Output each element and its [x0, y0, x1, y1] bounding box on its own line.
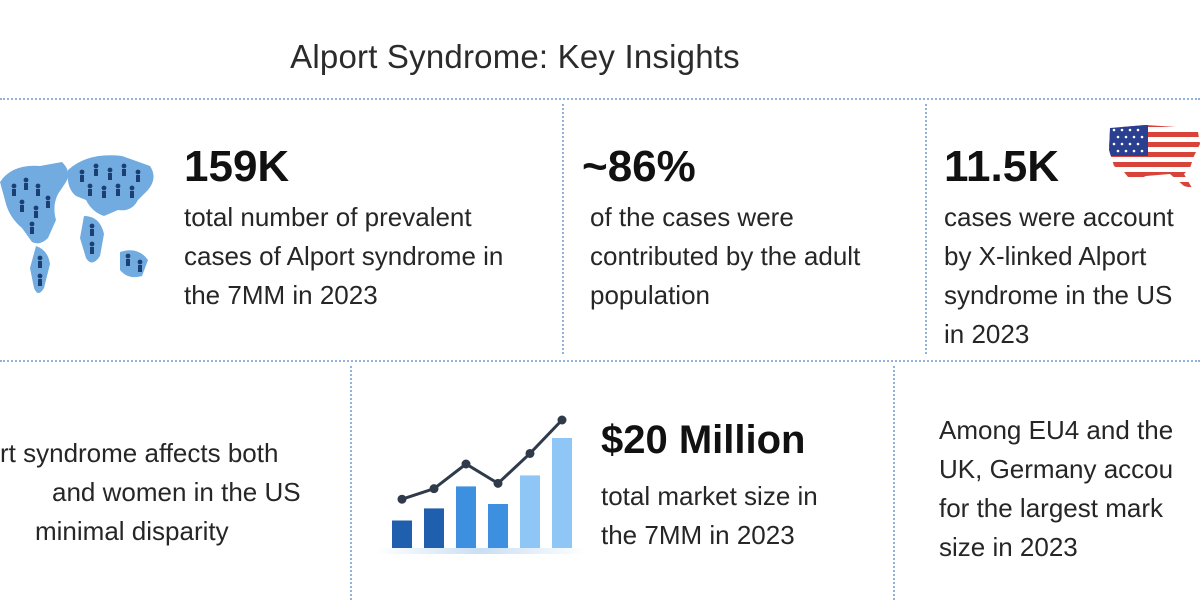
prevalent-value: 159K	[184, 142, 290, 191]
xlinked-description: cases were account by X-linked Alport sy…	[944, 198, 1174, 354]
middle-divider	[0, 360, 1200, 362]
description-line: cases were account	[944, 202, 1174, 232]
description-line: syndrome in the US	[944, 280, 1173, 310]
market-value: $20 Million	[601, 418, 806, 462]
description-line: UK, Germany accou	[939, 454, 1174, 484]
chart-bar	[520, 475, 540, 548]
top-divider	[0, 98, 1200, 100]
column-divider	[350, 366, 352, 600]
description-line: cases of Alport syndrome in	[184, 241, 504, 271]
adult-description: of the cases were contributed by the adu…	[590, 198, 860, 315]
xlinked-value: 11.5K	[944, 142, 1059, 191]
chart-bar	[392, 520, 412, 548]
eu4-description: Among EU4 and the UK, Germany accou for …	[939, 411, 1173, 567]
adult-percentage-value: ~86%	[582, 142, 696, 191]
world-map-people-icon	[0, 155, 154, 293]
column-divider	[562, 104, 564, 354]
description-line: and women in the US	[52, 477, 301, 507]
description-line: in 2023	[944, 319, 1030, 349]
description-line: the 7MM in 2023	[184, 280, 378, 310]
description-line: by X-linked Alport	[944, 241, 1147, 271]
chart-point	[461, 459, 471, 469]
description-line: size in 2023	[939, 532, 1078, 562]
chart-bar	[488, 504, 508, 548]
bar-line-growth-chart-icon	[376, 415, 586, 554]
market-description: total market size in the 7MM in 2023	[601, 477, 818, 555]
chart-trend-line	[401, 418, 564, 501]
us-flag-map-icon	[1109, 125, 1200, 188]
description-line: total market size in	[601, 481, 818, 511]
chart-point	[429, 484, 439, 494]
chart-bar	[456, 486, 476, 548]
chart-point	[557, 415, 567, 425]
page-title: Alport Syndrome: Key Insights	[290, 38, 740, 75]
gender-description: rt syndrome affects both and women in th…	[0, 434, 301, 551]
column-divider	[925, 104, 927, 354]
description-line: population	[590, 280, 710, 310]
chart-point	[397, 494, 407, 504]
chart-point	[525, 448, 535, 458]
chart-bar	[424, 508, 444, 548]
description-line: rt syndrome affects both	[0, 438, 279, 468]
description-line: for the largest mark	[939, 493, 1163, 523]
prevalent-description: total number of prevalent cases of Alpor…	[184, 198, 503, 315]
chart-bar	[552, 438, 572, 548]
description-line: minimal disparity	[35, 516, 229, 546]
description-line: total number of prevalent	[184, 202, 472, 232]
description-line: contributed by the adult	[590, 241, 861, 271]
description-line: of the cases were	[590, 202, 794, 232]
description-line: the 7MM in 2023	[601, 520, 795, 550]
description-line: Among EU4 and the	[939, 415, 1174, 445]
chart-point	[493, 478, 503, 488]
column-divider	[893, 366, 895, 600]
chart-floor	[376, 548, 586, 554]
